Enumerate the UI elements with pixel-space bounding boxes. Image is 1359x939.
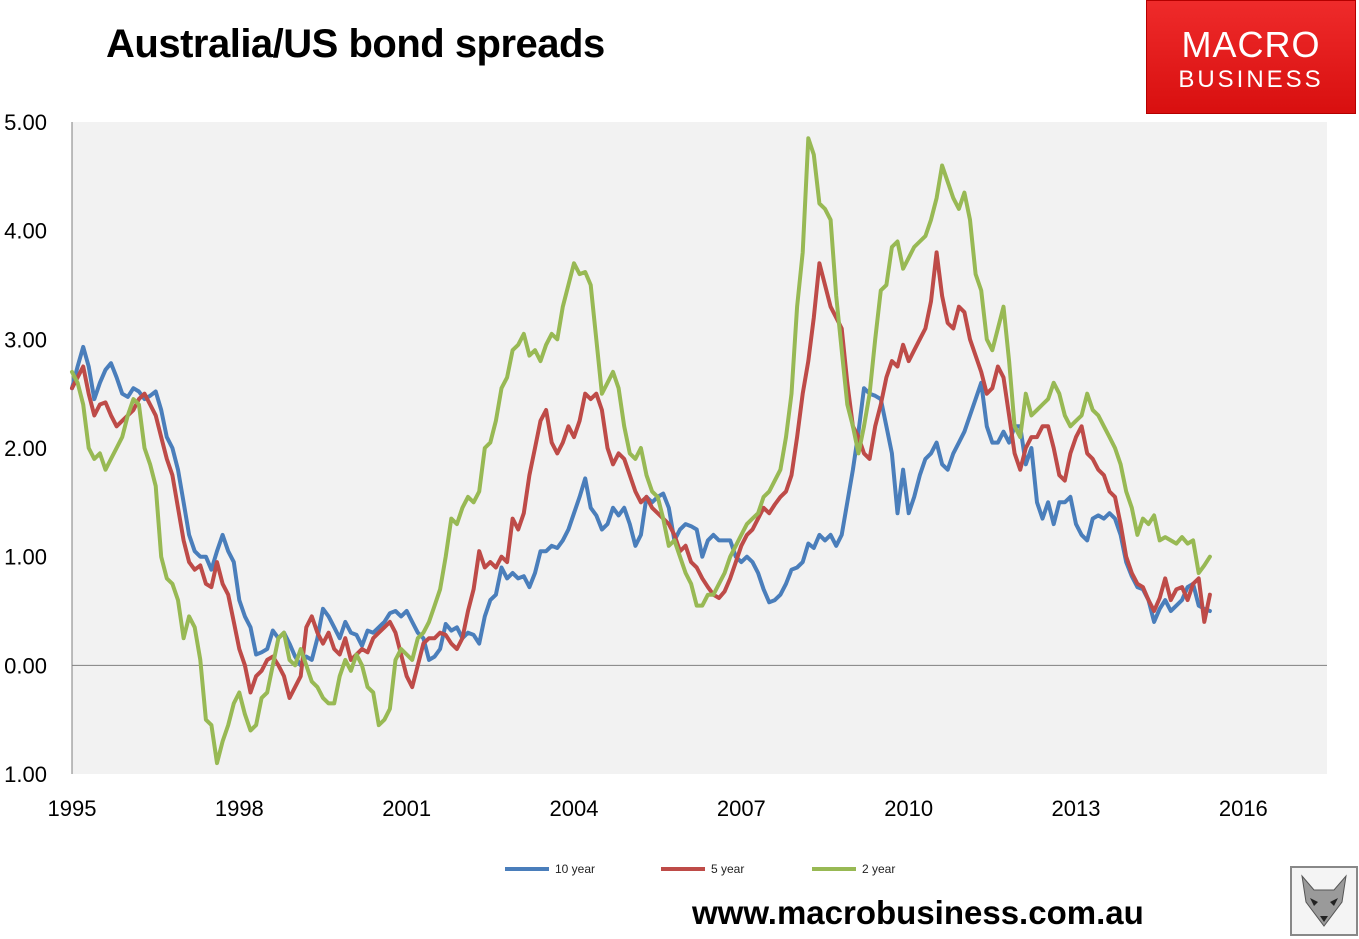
legend-swatch-2-year <box>812 867 856 871</box>
y-tick-label: 1.00 <box>4 762 47 787</box>
x-tick-label: 1998 <box>215 796 264 821</box>
x-tick-label: 2016 <box>1219 796 1268 821</box>
legend-item-10-year: 10 year <box>505 862 595 876</box>
x-tick-label: 2007 <box>717 796 766 821</box>
legend-item-5-year: 5 year <box>661 862 744 876</box>
legend-swatch-10-year <box>505 867 549 871</box>
x-tick-label: 2004 <box>550 796 599 821</box>
fox-logo-icon <box>1290 866 1358 936</box>
series-line-2-year <box>70 136 1212 766</box>
y-tick-label: 2.00 <box>4 436 47 461</box>
y-tick-label: 5.00 <box>4 110 47 135</box>
chart-title: Australia/US bond spreads <box>106 22 605 66</box>
plot-area <box>72 122 1327 774</box>
footer-url: www.macrobusiness.com.au <box>692 894 1144 931</box>
series-line-5-year <box>70 250 1212 700</box>
legend-label-2-year: 2 year <box>862 862 896 876</box>
legend-label-5-year: 5 year <box>711 862 745 876</box>
legend-swatch-5-year <box>661 867 705 871</box>
logo-line-1: MACRO <box>1181 24 1321 65</box>
x-tick-label: 2001 <box>382 796 431 821</box>
legend-item-2-year: 2 year <box>812 862 895 876</box>
y-tick-label: 1.00 <box>4 545 47 570</box>
x-tick-label: 2010 <box>884 796 933 821</box>
y-tick-label: 0.00 <box>4 653 47 678</box>
y-tick-label: 4.00 <box>4 219 47 244</box>
y-tick-label: 3.00 <box>4 327 47 352</box>
macrobusiness-logo: MACRO BUSINESS <box>1146 0 1356 114</box>
logo-line-2: BUSINESS <box>1178 66 1324 93</box>
chart-legend: 10 year 5 year 2 year <box>0 862 1359 882</box>
x-tick-label: 1995 <box>48 796 97 821</box>
legend-label-10-year: 10 year <box>555 862 596 876</box>
x-tick-label: 2013 <box>1052 796 1101 821</box>
